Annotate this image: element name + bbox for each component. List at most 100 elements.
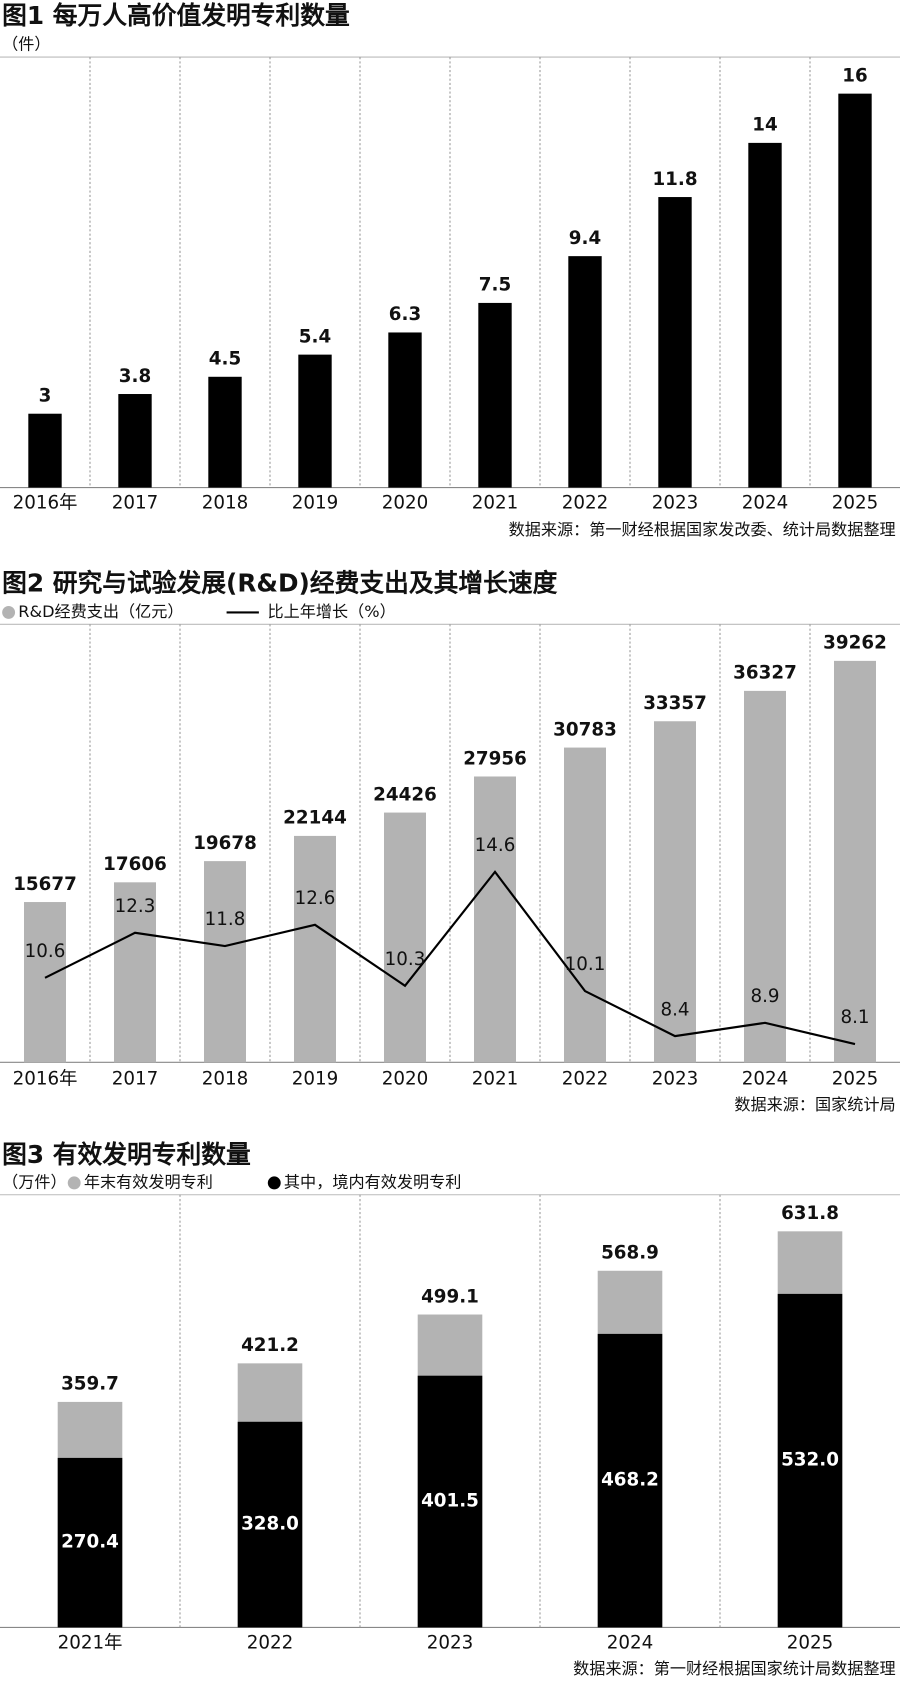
x-tick-label: 2024 (742, 493, 789, 514)
bar (384, 812, 426, 1063)
x-tick-label: 2024 (607, 1633, 654, 1654)
data-label: 631.8 (781, 1203, 839, 1224)
bar (114, 882, 156, 1063)
x-tick-label: 2022 (562, 493, 609, 514)
bar (478, 302, 512, 488)
data-label: 14 (752, 115, 777, 136)
source: 数据来源：国家统计局 (734, 1095, 895, 1114)
line-label: 14.6 (475, 835, 516, 856)
line-label: 10.3 (385, 949, 426, 970)
data-label: 3.8 (119, 366, 151, 387)
line-label: 8.1 (840, 1007, 869, 1028)
line-label: 8.4 (660, 999, 689, 1020)
data-label: 7.5 (479, 275, 511, 296)
x-tick-label: 2020 (382, 1069, 429, 1090)
bar (658, 197, 692, 488)
bar (838, 93, 872, 488)
bar (57, 1457, 123, 1628)
data-label: 401.5 (421, 1491, 479, 1512)
data-label: 568.9 (601, 1243, 659, 1264)
x-tick-label: 2016年 (13, 1069, 78, 1090)
data-label: 532.0 (781, 1450, 839, 1471)
data-label: 19678 (193, 833, 257, 854)
legend-label: 年末有效发明专利 (84, 1172, 213, 1191)
x-tick-label: 2021 (472, 493, 519, 514)
data-label: 6.3 (389, 304, 421, 325)
data-label: 22144 (283, 808, 347, 829)
x-tick-label: 2021年 (58, 1633, 123, 1654)
bar (777, 1293, 843, 1628)
data-label: 5.4 (299, 326, 331, 347)
x-tick-label: 2025 (832, 493, 879, 514)
line-label: 12.3 (115, 896, 156, 917)
legend-label: 比上年增长（%） (267, 602, 395, 621)
bar (564, 747, 606, 1063)
x-tick-label: 2025 (787, 1633, 834, 1654)
source: 数据来源：第一财经根据国家统计局数据整理 (573, 1659, 896, 1678)
data-label: 39262 (823, 633, 887, 654)
line-label: 10.1 (565, 954, 606, 975)
legend-label: R&D经费支出（亿元） (18, 602, 183, 621)
bar (118, 394, 152, 488)
x-tick-label: 2017 (112, 1069, 159, 1090)
bar (24, 902, 66, 1063)
x-tick-label: 2020 (382, 493, 429, 514)
bar (294, 835, 336, 1063)
bar (654, 721, 696, 1063)
data-label: 359.7 (61, 1374, 119, 1395)
chart-title: 图1 每万人高价值发明专利数量 (2, 1, 350, 30)
unit: （件） (2, 35, 50, 54)
bar (204, 861, 246, 1063)
x-tick-label: 2023 (427, 1633, 474, 1654)
bar (744, 690, 786, 1063)
data-label: 3 (39, 385, 52, 406)
data-label: 499.1 (421, 1286, 479, 1307)
data-label: 4.5 (209, 349, 241, 370)
unit: （万件） (2, 1172, 67, 1191)
bar (474, 776, 516, 1063)
line-label: 11.8 (205, 909, 246, 930)
x-tick-label: 2023 (652, 493, 699, 514)
data-label: 11.8 (652, 169, 697, 190)
legend-label: 其中，境内有效发明专利 (284, 1172, 461, 1191)
x-tick-label: 2023 (652, 1069, 699, 1090)
line-label: 8.9 (750, 986, 779, 1007)
x-tick-label: 2016年 (13, 493, 78, 514)
bar (208, 376, 242, 488)
data-label: 328.0 (241, 1514, 299, 1535)
legend-swatch (267, 1176, 281, 1190)
x-tick-label: 2019 (292, 1069, 339, 1090)
x-tick-label: 2022 (247, 1633, 294, 1654)
line (44, 870, 856, 1046)
x-tick-label: 2018 (202, 493, 249, 514)
bar (568, 256, 602, 488)
bar (748, 142, 782, 488)
legend-swatch (2, 605, 16, 619)
x-tick-label: 2022 (562, 1069, 609, 1090)
chart-title: 图3 有效发明专利数量 (2, 1140, 251, 1169)
bar (597, 1333, 663, 1628)
x-tick-label: 2017 (112, 493, 159, 514)
data-label: 270.4 (61, 1532, 119, 1553)
line-label: 12.6 (295, 888, 336, 909)
data-label: 27956 (463, 748, 527, 769)
data-label: 17606 (103, 854, 167, 875)
data-label: 15677 (13, 874, 77, 895)
data-label: 30783 (553, 719, 617, 740)
source: 数据来源：第一财经根据国家发改委、统计局数据整理 (509, 520, 896, 539)
chart-title: 图2 研究与试验发展(R&D)经费支出及其增长速度 (2, 568, 557, 597)
data-label: 16 (842, 65, 867, 86)
bar (388, 332, 422, 488)
bar (417, 1375, 483, 1628)
bar (298, 354, 332, 488)
line-label: 10.6 (25, 941, 66, 962)
data-label: 9.4 (569, 228, 601, 249)
x-tick-label: 2025 (832, 1069, 879, 1090)
x-tick-label: 2018 (202, 1069, 249, 1090)
data-label: 33357 (643, 693, 707, 714)
data-label: 421.2 (241, 1335, 299, 1356)
bar (28, 413, 62, 488)
data-label: 468.2 (601, 1470, 659, 1491)
